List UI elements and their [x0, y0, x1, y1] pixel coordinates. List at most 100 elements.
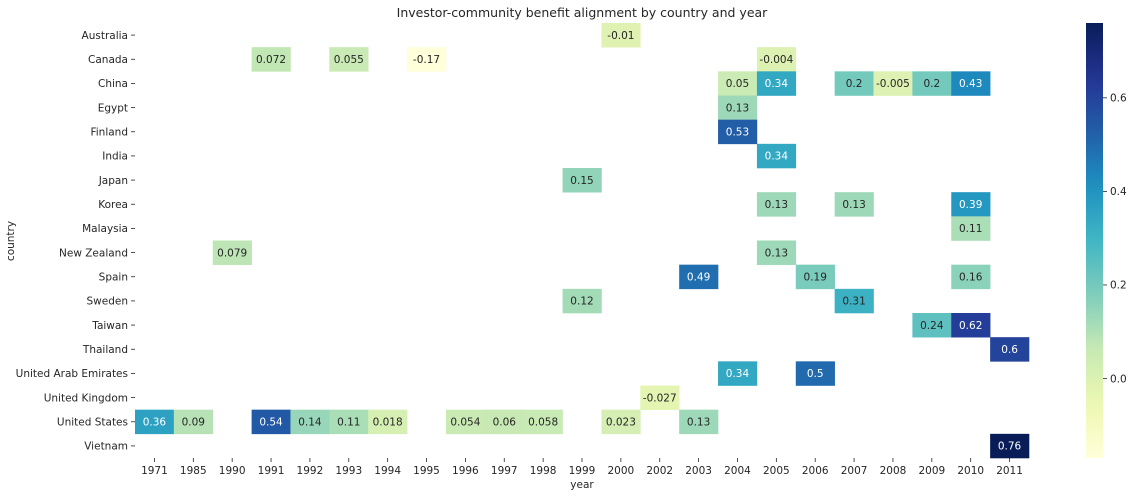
- cell-label-united-states-1994: 0.018: [373, 417, 403, 429]
- heatmap-cell-spain-2006: [795, 264, 835, 290]
- heatmap-cell-canada-1993: [329, 47, 369, 72]
- cell-label-united-states-1991: 0.54: [259, 417, 283, 429]
- heatmap-cell-united-states-1996: [445, 409, 486, 435]
- heatmap-cell-korea-2007: [834, 192, 874, 217]
- heatmap-cell-sweden-1999: [562, 288, 602, 314]
- cell-label-united-states-1985: 0.09: [182, 417, 205, 429]
- cell-label-egypt-2004: 0.13: [726, 102, 749, 114]
- cell-label-canada-1995: -0.17: [413, 54, 440, 66]
- heatmap-cell-china-2005: [756, 71, 797, 96]
- y-tick-label-vietnam: Vietnam: [84, 441, 128, 453]
- heatmap-cell-india-2005: [756, 143, 797, 169]
- colorbar-tick-label-0: 0.0: [1110, 373, 1127, 385]
- heatmap-cell-new-zealand-2005: [756, 240, 797, 265]
- x-tick-label-2011: 2011: [996, 465, 1023, 477]
- x-tick-label-1995: 1995: [413, 465, 440, 477]
- heatmap-cell-japan-1999: [562, 168, 602, 193]
- heatmap-cell-united-states-1993: [329, 409, 369, 435]
- heatmap-cell-united-states-1998: [523, 409, 563, 435]
- x-tick-label-2004: 2004: [724, 465, 751, 477]
- heatmap-cell-united-states-1994: [368, 409, 408, 435]
- cell-label-finland-2004: 0.53: [726, 127, 749, 139]
- heatmap-cell-china-2008: [873, 71, 913, 96]
- cell-label-united-states-1971: 0.36: [143, 417, 167, 429]
- y-tick-label-united-arab-emirates: United Arab Emirates: [16, 368, 128, 380]
- cell-label-china-2007: 0.2: [846, 78, 863, 90]
- colorbar-tick-label-2: 0.4: [1110, 186, 1127, 198]
- x-tick-label-1994: 1994: [374, 465, 401, 477]
- cell-label-thailand-2011: 0.6: [1001, 344, 1018, 356]
- cell-label-united-states-2000: 0.023: [606, 417, 636, 429]
- x-tick-label-2003: 2003: [685, 465, 712, 477]
- cell-label-china-2005: 0.34: [765, 78, 789, 90]
- cell-label-japan-1999: 0.15: [570, 175, 593, 187]
- y-tick-label-new-zealand: New Zealand: [59, 247, 128, 259]
- heatmap-cell-united-states-1971: [135, 409, 175, 435]
- heatmap-cell-china-2007: [834, 71, 874, 96]
- heatmap-cell-united-states-2000: [601, 409, 641, 435]
- y-tick-label-united-kingdom: United Kingdom: [44, 392, 128, 404]
- x-tick-label-2010: 2010: [957, 465, 984, 477]
- heatmap-cell-united-states-1997: [484, 409, 524, 435]
- cell-label-sweden-1999: 0.12: [570, 296, 593, 308]
- heatmap-cells: -0.01 0.072 0.055 -0.17 -0.004 0.05 0.34 0.2 -0.…: [135, 23, 1030, 459]
- heatmap-cell-canada-2005: [756, 47, 797, 72]
- x-axis-label: year: [570, 479, 594, 491]
- heatmap-cell-china-2010: [951, 71, 991, 96]
- heatmap-cell-taiwan-2009: [912, 313, 952, 338]
- x-axis-ticks: 1971 1985 1990 1991 1992 1993 1994 1995 1996 1997…: [141, 458, 1023, 477]
- x-tick-label-1992: 1992: [297, 465, 324, 477]
- cell-label-united-states-2003: 0.13: [687, 417, 710, 429]
- heatmap-cell-united-arab-emirates-2006: [795, 361, 835, 386]
- heatmap-cell-spain-2010: [951, 264, 991, 290]
- heatmap-cell-united-arab-emirates-2004: [718, 361, 758, 386]
- heatmap-cell-canada-1991: [251, 47, 291, 72]
- x-tick-label-2009: 2009: [918, 465, 945, 477]
- x-tick-label-2005: 2005: [763, 465, 790, 477]
- x-tick-label-2008: 2008: [880, 465, 907, 477]
- y-tick-label-taiwan: Taiwan: [91, 320, 128, 332]
- cell-label-spain-2010: 0.16: [959, 272, 983, 284]
- heatmap-cell-korea-2010: [951, 192, 991, 217]
- y-tick-label-china: China: [98, 78, 128, 90]
- cell-label-australia-2000: -0.01: [607, 30, 634, 42]
- cell-label-india-2005: 0.34: [765, 151, 789, 163]
- x-tick-label-1998: 1998: [530, 465, 557, 477]
- x-tick-label-1996: 1996: [452, 465, 479, 477]
- y-tick-label-spain: Spain: [99, 272, 128, 284]
- heatmap-cell-egypt-2004: [718, 95, 758, 120]
- cell-label-korea-2005: 0.13: [765, 199, 788, 211]
- y-tick-label-korea: Korea: [98, 199, 128, 211]
- x-tick-label-1993: 1993: [335, 465, 362, 477]
- heatmap-cell-korea-2005: [756, 192, 797, 217]
- x-tick-label-2007: 2007: [841, 465, 868, 477]
- cell-label-united-arab-emirates-2006: 0.5: [807, 368, 824, 380]
- cell-label-spain-2003: 0.49: [687, 272, 710, 284]
- cell-label-united-states-1997: 0.06: [493, 417, 517, 429]
- heatmap-cell-united-states-1991: [251, 409, 291, 435]
- cell-label-united-kingdom-2002: -0.027: [643, 392, 677, 404]
- cell-label-china-2008: -0.005: [876, 78, 910, 90]
- cell-label-china-2009: 0.2: [923, 78, 940, 90]
- colorbar-gradient: [1086, 23, 1103, 458]
- cell-label-korea-2007: 0.13: [842, 199, 865, 211]
- heatmap-cell-china-2004: [718, 71, 758, 96]
- x-tick-label-2000: 2000: [608, 465, 635, 477]
- cell-label-canada-1991: 0.072: [256, 54, 286, 66]
- cell-label-canada-2005: -0.004: [759, 54, 793, 66]
- y-tick-label-canada: Canada: [88, 54, 128, 66]
- cell-label-taiwan-2010: 0.62: [959, 320, 982, 332]
- heatmap-cell-finland-2004: [718, 119, 758, 145]
- heatmap-cell-new-zealand-1990: [212, 240, 252, 265]
- cell-label-taiwan-2009: 0.24: [920, 320, 944, 332]
- cell-label-united-states-1998: 0.058: [528, 417, 558, 429]
- heatmap-cell-malaysia-2010: [951, 216, 991, 241]
- heatmap-cell-thailand-2011: [990, 337, 1030, 362]
- y-tick-label-egypt: Egypt: [98, 102, 128, 114]
- colorbar-tick-label-1: 0.2: [1110, 280, 1127, 292]
- colorbar: 0.0 0.2 0.4 0.6: [1086, 23, 1127, 458]
- x-tick-label-1999: 1999: [569, 465, 596, 477]
- x-tick-label-2006: 2006: [802, 465, 829, 477]
- cell-label-canada-1993: 0.055: [334, 54, 364, 66]
